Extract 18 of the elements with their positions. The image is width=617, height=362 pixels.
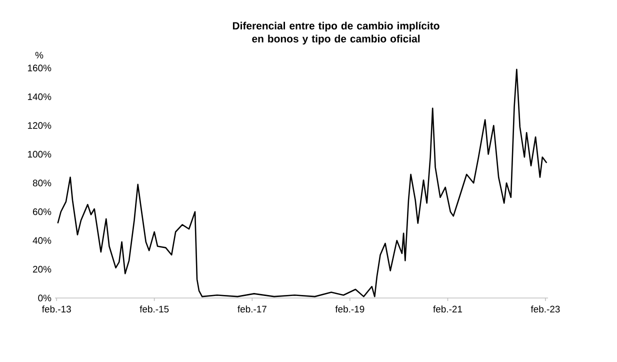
x-tick-label: feb.-15 — [140, 306, 169, 312]
y-tick-label: 100% — [28, 150, 52, 158]
y-tick-label: 40% — [32, 237, 52, 244]
x-tick-label: feb.-23 — [530, 306, 560, 312]
y-tick-label: 80% — [32, 180, 52, 186]
line-series — [57, 68, 548, 298]
chart-title: Diferencial entre tipo de cambio implícito en bonos y tipo de cambio oficial — [232, 22, 440, 44]
y-tick-label: 20% — [33, 266, 52, 273]
x-tick-label: feb.-17 — [238, 306, 266, 312]
y-tick-label: 160% — [28, 64, 52, 72]
x-tick-label: feb.-13 — [42, 306, 71, 312]
x-tick-label: feb.-21 — [433, 306, 462, 312]
x-tick-label: feb.-19 — [335, 306, 364, 312]
y-tick-label: 140% — [28, 93, 52, 100]
y-tick-label: 120% — [28, 122, 52, 129]
y-tick-label: 0% — [38, 294, 52, 302]
y-tick-label: 60% — [33, 208, 52, 216]
y-axis-title: % — [35, 52, 44, 58]
